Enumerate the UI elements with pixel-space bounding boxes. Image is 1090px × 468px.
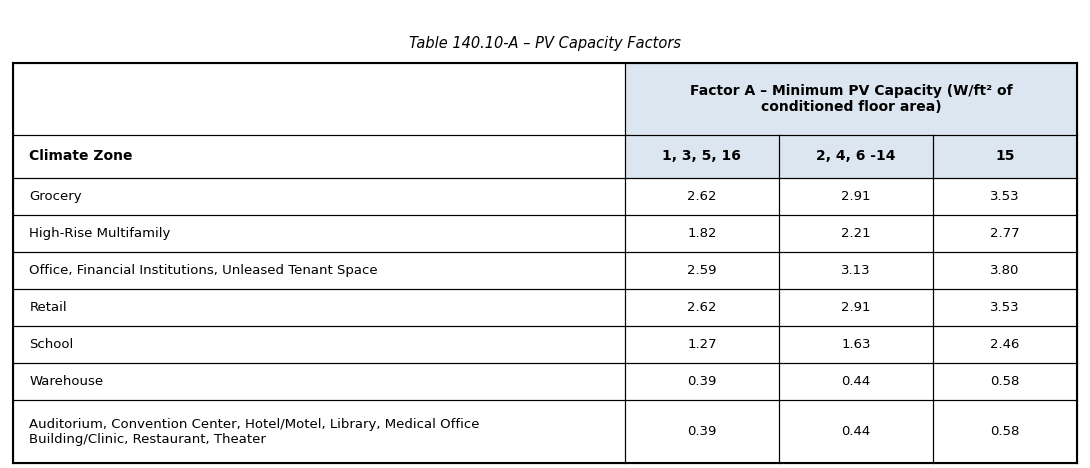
Bar — [625, 289, 779, 326]
Text: Office, Financial Institutions, Unleased Tenant Space: Office, Financial Institutions, Unleased… — [29, 264, 378, 277]
Bar — [13, 401, 625, 463]
Text: 3.53: 3.53 — [991, 190, 1020, 203]
Bar — [779, 177, 933, 215]
Text: Warehouse: Warehouse — [29, 375, 104, 388]
Text: 1.27: 1.27 — [687, 338, 717, 351]
Text: Table 140.10-A – PV Capacity Factors: Table 140.10-A – PV Capacity Factors — [409, 37, 681, 51]
Text: Grocery: Grocery — [29, 190, 82, 203]
Bar — [779, 326, 933, 363]
Text: 3.13: 3.13 — [841, 264, 871, 277]
Text: 0.39: 0.39 — [687, 375, 716, 388]
Bar — [625, 252, 779, 289]
Text: 0.44: 0.44 — [841, 425, 871, 439]
Text: 0.39: 0.39 — [687, 425, 716, 439]
Text: 2.91: 2.91 — [841, 301, 871, 314]
Text: School: School — [29, 338, 74, 351]
Text: 3.53: 3.53 — [991, 301, 1020, 314]
Bar — [779, 252, 933, 289]
Text: Climate Zone: Climate Zone — [29, 149, 133, 163]
Bar — [625, 177, 779, 215]
Bar — [13, 63, 625, 135]
Text: 0.58: 0.58 — [991, 375, 1020, 388]
Bar — [779, 215, 933, 252]
Text: 15: 15 — [995, 149, 1015, 163]
Bar — [933, 252, 1077, 289]
Bar — [933, 177, 1077, 215]
Text: Auditorium, Convention Center, Hotel/Motel, Library, Medical Office
Building/Cli: Auditorium, Convention Center, Hotel/Mot… — [29, 418, 480, 446]
Bar — [625, 401, 779, 463]
Bar — [933, 326, 1077, 363]
Bar — [13, 215, 625, 252]
Bar — [625, 326, 779, 363]
Text: 0.44: 0.44 — [841, 375, 871, 388]
Bar — [625, 135, 779, 177]
Text: 1, 3, 5, 16: 1, 3, 5, 16 — [663, 149, 741, 163]
Text: 2, 4, 6 -14: 2, 4, 6 -14 — [816, 149, 896, 163]
Text: 0.58: 0.58 — [991, 425, 1020, 439]
Text: 1.82: 1.82 — [687, 227, 716, 240]
Bar — [13, 363, 625, 401]
Text: 2.46: 2.46 — [991, 338, 1020, 351]
Text: 2.62: 2.62 — [687, 190, 716, 203]
Bar — [779, 289, 933, 326]
Text: 3.80: 3.80 — [991, 264, 1020, 277]
Bar — [13, 252, 625, 289]
Bar — [625, 363, 779, 401]
Bar — [933, 289, 1077, 326]
Bar — [779, 363, 933, 401]
Bar — [933, 363, 1077, 401]
Text: 2.59: 2.59 — [687, 264, 716, 277]
Bar — [933, 135, 1077, 177]
Bar — [933, 401, 1077, 463]
Text: High-Rise Multifamily: High-Rise Multifamily — [29, 227, 171, 240]
Text: 2.21: 2.21 — [841, 227, 871, 240]
Bar — [13, 326, 625, 363]
Bar — [625, 63, 1077, 135]
Bar — [933, 215, 1077, 252]
Bar — [779, 401, 933, 463]
Text: Factor A – Minimum PV Capacity (W/ft² of
conditioned floor area): Factor A – Minimum PV Capacity (W/ft² of… — [690, 84, 1013, 114]
Text: 1.63: 1.63 — [841, 338, 871, 351]
Bar — [13, 135, 625, 177]
Bar — [625, 215, 779, 252]
Text: 2.91: 2.91 — [841, 190, 871, 203]
Bar — [779, 135, 933, 177]
Bar — [13, 289, 625, 326]
Bar — [13, 177, 625, 215]
Text: 2.62: 2.62 — [687, 301, 716, 314]
Text: Retail: Retail — [29, 301, 68, 314]
Text: 2.77: 2.77 — [991, 227, 1020, 240]
